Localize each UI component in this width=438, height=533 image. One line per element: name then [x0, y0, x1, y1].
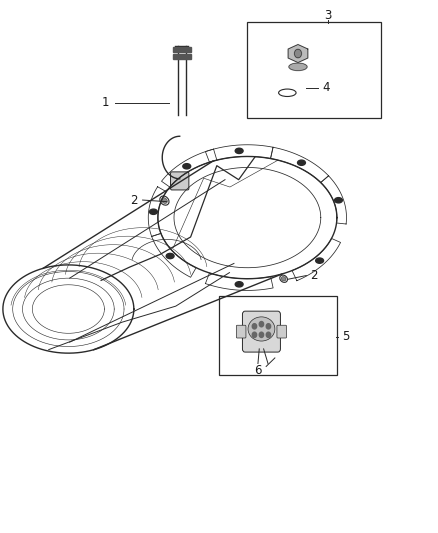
- Bar: [173, 54, 191, 59]
- Bar: [247, 22, 381, 118]
- Ellipse shape: [235, 281, 243, 287]
- Ellipse shape: [162, 198, 167, 204]
- Text: 6: 6: [254, 364, 262, 377]
- FancyBboxPatch shape: [277, 325, 286, 338]
- Circle shape: [252, 332, 257, 337]
- Circle shape: [252, 324, 257, 329]
- Text: 5: 5: [342, 330, 349, 343]
- Circle shape: [259, 321, 264, 327]
- Ellipse shape: [289, 63, 307, 70]
- Text: 2: 2: [311, 269, 318, 282]
- Circle shape: [266, 324, 271, 329]
- Circle shape: [266, 332, 271, 337]
- Text: 3: 3: [325, 9, 332, 22]
- FancyBboxPatch shape: [170, 172, 189, 190]
- FancyBboxPatch shape: [237, 325, 246, 338]
- Text: 4: 4: [322, 82, 330, 94]
- Ellipse shape: [183, 164, 191, 169]
- Bar: [219, 296, 337, 375]
- FancyBboxPatch shape: [243, 311, 280, 352]
- Ellipse shape: [166, 253, 174, 259]
- Ellipse shape: [281, 277, 286, 281]
- Ellipse shape: [297, 160, 305, 165]
- Ellipse shape: [316, 258, 324, 263]
- Circle shape: [259, 332, 264, 337]
- Text: 1: 1: [102, 96, 109, 109]
- Bar: [173, 47, 191, 52]
- Polygon shape: [288, 45, 308, 62]
- Ellipse shape: [335, 198, 343, 203]
- Text: 2: 2: [130, 193, 138, 207]
- Ellipse shape: [248, 317, 275, 341]
- Ellipse shape: [235, 148, 243, 154]
- Circle shape: [294, 49, 301, 58]
- Ellipse shape: [149, 209, 157, 214]
